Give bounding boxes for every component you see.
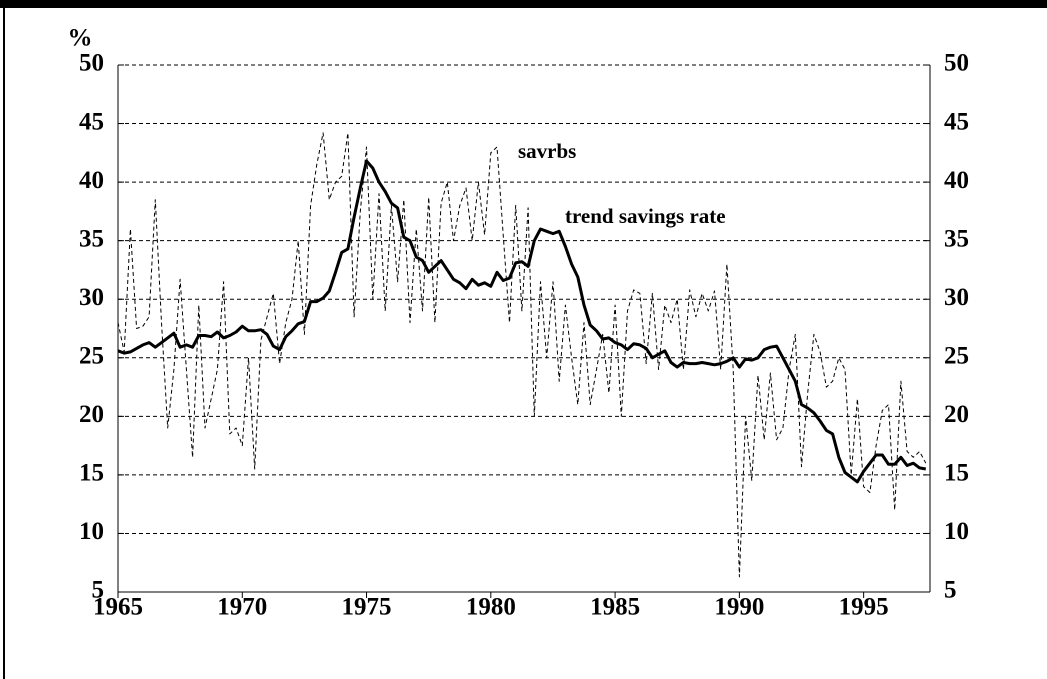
x-tick-label: 1990 bbox=[714, 594, 764, 621]
x-tick-label: 1975 bbox=[342, 594, 392, 621]
x-tick-label: 1965 bbox=[93, 594, 143, 621]
y-tick-label: 35 bbox=[79, 225, 104, 252]
series-line bbox=[117, 132, 927, 578]
y2-tick-label: 50 bbox=[944, 50, 969, 77]
y2-tick-label: 20 bbox=[944, 401, 969, 428]
y2-tick-label: 5 bbox=[944, 577, 957, 604]
y2-tick-label: 10 bbox=[944, 518, 969, 545]
y2-tick-label: 35 bbox=[944, 225, 969, 252]
y-tick-label: 20 bbox=[79, 401, 104, 428]
y-tick-label: 40 bbox=[79, 167, 104, 194]
y2-tick-label: 25 bbox=[944, 343, 969, 370]
y-axis-label: % bbox=[68, 25, 93, 52]
y2-tick-label: 40 bbox=[944, 167, 969, 194]
y-tick-label: 45 bbox=[79, 108, 104, 135]
x-tick-label: 1995 bbox=[839, 594, 889, 621]
y-tick-label: 30 bbox=[79, 284, 104, 311]
y-tick-label: 5 bbox=[92, 577, 105, 604]
top-border bbox=[0, 0, 1047, 8]
x-tick-label: 1985 bbox=[590, 594, 640, 621]
y-tick-label: 25 bbox=[79, 343, 104, 370]
y2-tick-label: 15 bbox=[944, 460, 969, 487]
y2-tick-label: 45 bbox=[944, 108, 969, 135]
annotation: trend savings rate bbox=[565, 204, 726, 228]
x-tick-label: 1980 bbox=[466, 594, 516, 621]
annotation: savrbs bbox=[518, 139, 576, 163]
y-tick-label: 15 bbox=[79, 460, 104, 487]
y2-tick-label: 30 bbox=[944, 284, 969, 311]
y-tick-label: 50 bbox=[79, 50, 104, 77]
x-tick-label: 1970 bbox=[217, 594, 267, 621]
series-line bbox=[117, 159, 927, 484]
y-tick-label: 10 bbox=[79, 518, 104, 545]
